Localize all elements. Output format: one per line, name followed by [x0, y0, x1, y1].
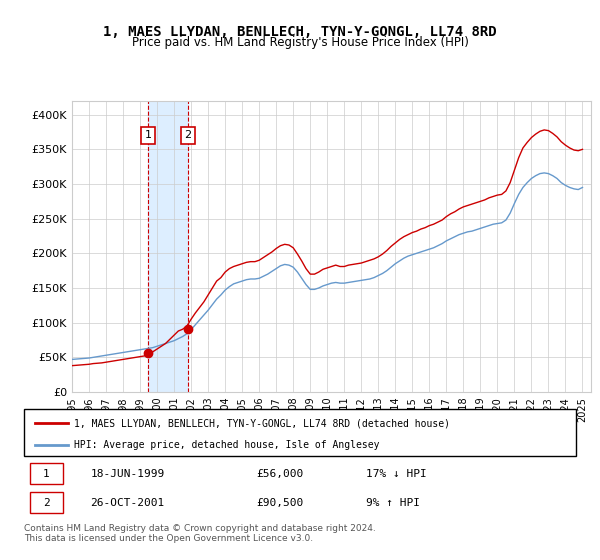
Text: 26-OCT-2001: 26-OCT-2001 — [90, 498, 164, 508]
Text: 1, MAES LLYDAN, BENLLECH, TYN-Y-GONGL, LL74 8RD (detached house): 1, MAES LLYDAN, BENLLECH, TYN-Y-GONGL, L… — [74, 418, 449, 428]
Text: 18-JUN-1999: 18-JUN-1999 — [90, 469, 164, 479]
Text: Price paid vs. HM Land Registry's House Price Index (HPI): Price paid vs. HM Land Registry's House … — [131, 36, 469, 49]
Bar — [148, 101, 188, 392]
Text: Contains HM Land Registry data © Crown copyright and database right 2024.
This d: Contains HM Land Registry data © Crown c… — [24, 524, 376, 543]
Text: 1: 1 — [43, 469, 49, 479]
Text: 17% ↓ HPI: 17% ↓ HPI — [366, 469, 427, 479]
Text: 9% ↑ HPI: 9% ↑ HPI — [366, 498, 420, 508]
Text: £90,500: £90,500 — [256, 498, 303, 508]
Text: 1: 1 — [145, 130, 151, 141]
FancyBboxPatch shape — [29, 492, 62, 514]
FancyBboxPatch shape — [29, 463, 62, 484]
Text: HPI: Average price, detached house, Isle of Anglesey: HPI: Average price, detached house, Isle… — [74, 440, 379, 450]
Text: £56,000: £56,000 — [256, 469, 303, 479]
Text: 2: 2 — [184, 130, 191, 141]
Text: 1, MAES LLYDAN, BENLLECH, TYN-Y-GONGL, LL74 8RD: 1, MAES LLYDAN, BENLLECH, TYN-Y-GONGL, L… — [103, 25, 497, 39]
FancyBboxPatch shape — [24, 409, 576, 456]
Text: 2: 2 — [43, 498, 49, 508]
